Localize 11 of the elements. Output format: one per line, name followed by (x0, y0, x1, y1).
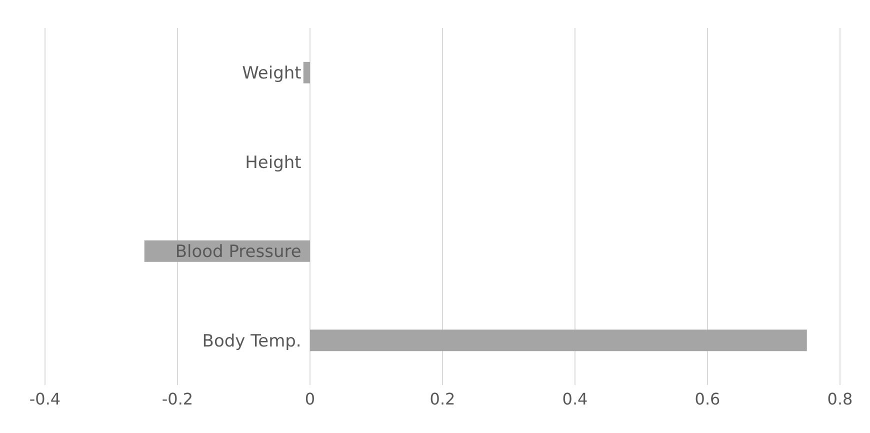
x-tick-label: 0.2 (430, 389, 456, 408)
x-tick-label: 0.4 (562, 389, 588, 408)
y-tick-label: Blood Pressure (175, 242, 302, 262)
y-tick-label: Weight (242, 64, 302, 84)
x-tick-label: 0 (304, 389, 316, 408)
x-tick-label: 0.6 (694, 389, 720, 408)
x-tick-label: 0.8 (827, 389, 853, 408)
x-tick-label: -0.4 (29, 389, 61, 408)
y-tick-label: Body Temp. (202, 331, 302, 352)
x-tick-label: -0.2 (162, 389, 194, 408)
y-tick-label: Height (245, 152, 302, 173)
